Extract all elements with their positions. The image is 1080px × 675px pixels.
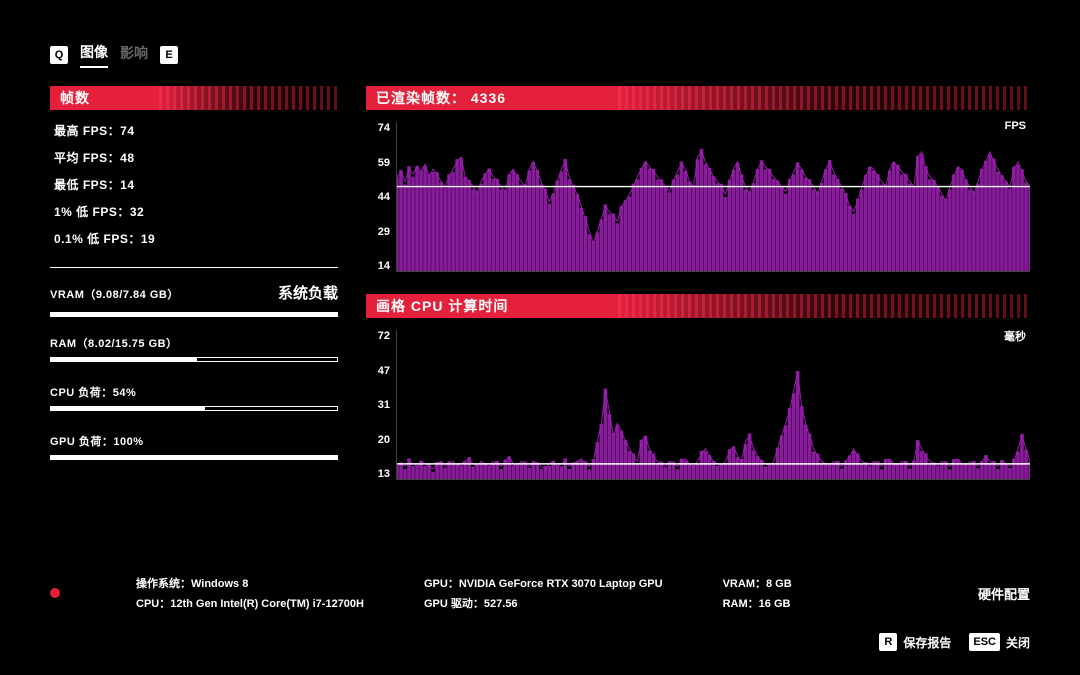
fps-stat: 最低 FPS：14: [54, 176, 338, 193]
fps-section-title: 帧数: [50, 86, 338, 110]
fps-chart-unit: FPS: [1005, 120, 1026, 132]
system-load-title: 系统负载: [278, 282, 338, 303]
cpu-chart-title: 画格 CPU 计算时间: [366, 294, 1030, 318]
gpu-meter-label: GPU 负荷：100%: [50, 433, 338, 449]
action-esc[interactable]: ESC关闭: [969, 633, 1030, 651]
ram-meter: [50, 357, 338, 362]
fps-stat: 0.1% 低 FPS：19: [54, 230, 338, 247]
fps-chart-title: 已渲染帧数： 4336: [366, 86, 1030, 110]
system-info-row: 操作系统：Windows 8: [136, 575, 364, 591]
cpu-meter: [50, 406, 338, 411]
system-info-bar: 操作系统：Windows 8 CPU：12th Gen Intel(R) Core…: [50, 575, 1030, 611]
vram-meter: [50, 312, 338, 317]
fps-chart: [396, 122, 1030, 272]
action-r[interactable]: R保存报告: [879, 633, 951, 651]
cpu-chart-title-text: 画格 CPU 计算时间: [376, 298, 508, 314]
tab-image[interactable]: 图像: [80, 42, 108, 68]
system-info-row: GPU：NVIDIA GeForce RTX 3070 Laptop GPU: [424, 575, 663, 591]
next-tab-key[interactable]: E: [160, 46, 178, 64]
fps-chart-title-text: 已渲染帧数： 4336: [376, 90, 506, 106]
tab-bar: Q 图像 影响 E: [50, 42, 1030, 68]
fps-stat: 最高 FPS：74: [54, 122, 338, 139]
cpu-meter-label: CPU 负荷：54%: [50, 384, 338, 400]
prev-tab-key[interactable]: Q: [50, 46, 68, 64]
tab-effect[interactable]: 影响: [120, 43, 148, 67]
ram-meter-label: RAM（8.02/15.75 GB）: [50, 335, 338, 351]
system-info-row: CPU：12th Gen Intel(R) Core(TM) i7-12700H: [136, 595, 364, 611]
system-info-row: VRAM：8 GB: [723, 575, 792, 591]
gpu-meter: [50, 455, 338, 460]
fps-title-text: 帧数: [60, 90, 90, 106]
bottom-action-bar: R保存报告 ESC关闭: [879, 633, 1030, 651]
cpu-time-chart: [396, 330, 1030, 480]
system-info-row: RAM：16 GB: [723, 595, 792, 611]
system-info-row: GPU 驱动：527.56: [424, 595, 663, 611]
fps-stat: 1% 低 FPS：32: [54, 203, 338, 220]
record-indicator-icon: [50, 588, 60, 598]
hardware-config-label[interactable]: 硬件配置: [978, 584, 1030, 603]
fps-stat: 平均 FPS：48: [54, 149, 338, 166]
cpu-chart-unit: 毫秒: [1004, 328, 1026, 344]
vram-meter-label: VRAM（9.08/7.84 GB）: [50, 286, 179, 302]
